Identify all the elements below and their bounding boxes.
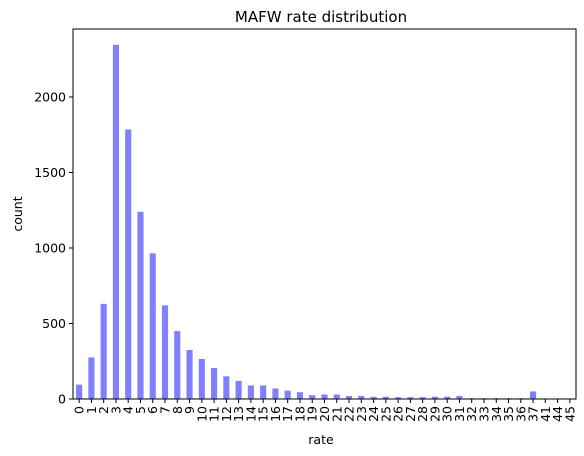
x-tick-label: 24 <box>366 406 381 422</box>
bar-23 <box>358 395 365 399</box>
x-tick-label: 18 <box>292 406 307 422</box>
bar-13 <box>235 380 242 399</box>
x-tick-label: 7 <box>158 406 173 414</box>
x-tick-label: 8 <box>170 406 185 414</box>
bar-1 <box>88 357 95 399</box>
bar-31 <box>456 395 463 399</box>
x-tick-label: 25 <box>378 406 393 422</box>
bar-29 <box>431 396 438 399</box>
x-tick-label: 6 <box>145 406 160 414</box>
x-tick-label: 10 <box>194 406 209 422</box>
x-tick-label: 17 <box>280 406 295 422</box>
x-tick-label: 2 <box>96 406 111 414</box>
y-tick-label: 1500 <box>34 165 66 180</box>
bar-4 <box>125 129 132 399</box>
bar-16 <box>272 388 279 399</box>
x-tick-label: 36 <box>513 406 528 422</box>
bar-27 <box>407 397 414 399</box>
x-tick-label: 14 <box>243 406 258 422</box>
x-tick-label: 22 <box>342 406 357 422</box>
bar-17 <box>284 390 291 399</box>
x-axis-label: rate <box>308 432 334 447</box>
x-tick-label: 27 <box>403 406 418 422</box>
y-tick-label: 2000 <box>34 89 66 104</box>
x-tick-label: 9 <box>182 406 197 414</box>
bar-2 <box>100 303 107 399</box>
bar-28 <box>419 397 426 399</box>
x-tick-label: 1 <box>84 406 99 414</box>
x-tick-label: 34 <box>489 406 504 422</box>
x-tick-label: 21 <box>329 406 344 422</box>
x-tick-label: 33 <box>476 406 491 422</box>
plot-frame <box>72 28 577 400</box>
x-tick-label: 30 <box>440 406 455 422</box>
x-tick-label: 45 <box>562 406 577 422</box>
x-tick-label: 29 <box>427 406 442 422</box>
x-tick-label: 3 <box>108 406 123 414</box>
bar-0 <box>76 384 83 399</box>
y-tick-label: 0 <box>58 392 66 407</box>
bar-5 <box>137 211 144 399</box>
x-tick-label: 12 <box>219 406 234 422</box>
bar-25 <box>382 396 389 399</box>
x-tick-label: 26 <box>391 406 406 422</box>
x-tick-label: 28 <box>415 406 430 422</box>
bar-10 <box>198 358 205 399</box>
bar-14 <box>247 385 254 399</box>
x-tick-label: 0 <box>72 406 87 414</box>
bar-21 <box>333 394 340 399</box>
bar-7 <box>161 305 169 399</box>
bars-group <box>76 44 573 400</box>
x-tick-label: 31 <box>452 406 467 422</box>
bar-26 <box>395 397 402 399</box>
y-tick-label: 1000 <box>34 240 66 255</box>
bar-22 <box>345 395 353 399</box>
x-tick-label: 35 <box>501 406 516 422</box>
x-tick-label: 16 <box>268 406 283 422</box>
x-tick-label: 44 <box>550 406 565 422</box>
x-tick-label: 19 <box>305 406 320 422</box>
x-tick-label: 20 <box>317 406 332 422</box>
bar-12 <box>223 376 230 399</box>
bar-3 <box>112 44 119 400</box>
bar-19 <box>309 395 316 399</box>
x-tick-label: 23 <box>354 406 369 422</box>
bar-37 <box>529 391 537 399</box>
bar-20 <box>321 394 328 399</box>
bar-11 <box>211 368 218 399</box>
bar-8 <box>174 331 181 399</box>
x-tick-label: 41 <box>538 406 553 422</box>
bar-15 <box>260 385 267 399</box>
y-axis: 0 500 1000 1500 2000 <box>34 89 73 407</box>
x-tick-label: 13 <box>231 406 246 422</box>
bar-6 <box>149 253 156 399</box>
x-tick-label: 32 <box>464 406 479 422</box>
bar-30 <box>444 396 451 399</box>
y-axis-label: count <box>10 196 25 231</box>
bar-24 <box>370 396 377 399</box>
bar-9 <box>186 349 193 399</box>
x-tick-label: 4 <box>121 406 136 414</box>
chart-title: MAFW rate distribution <box>235 8 407 26</box>
x-tick-label: 37 <box>526 406 541 422</box>
x-axis: 0123456789101112131415161718192021222324… <box>72 399 577 422</box>
x-tick-label: 5 <box>133 406 148 414</box>
y-tick-label: 500 <box>42 316 66 331</box>
x-tick-label: 11 <box>207 406 222 422</box>
x-tick-label: 15 <box>256 406 271 422</box>
bar-18 <box>296 392 304 399</box>
